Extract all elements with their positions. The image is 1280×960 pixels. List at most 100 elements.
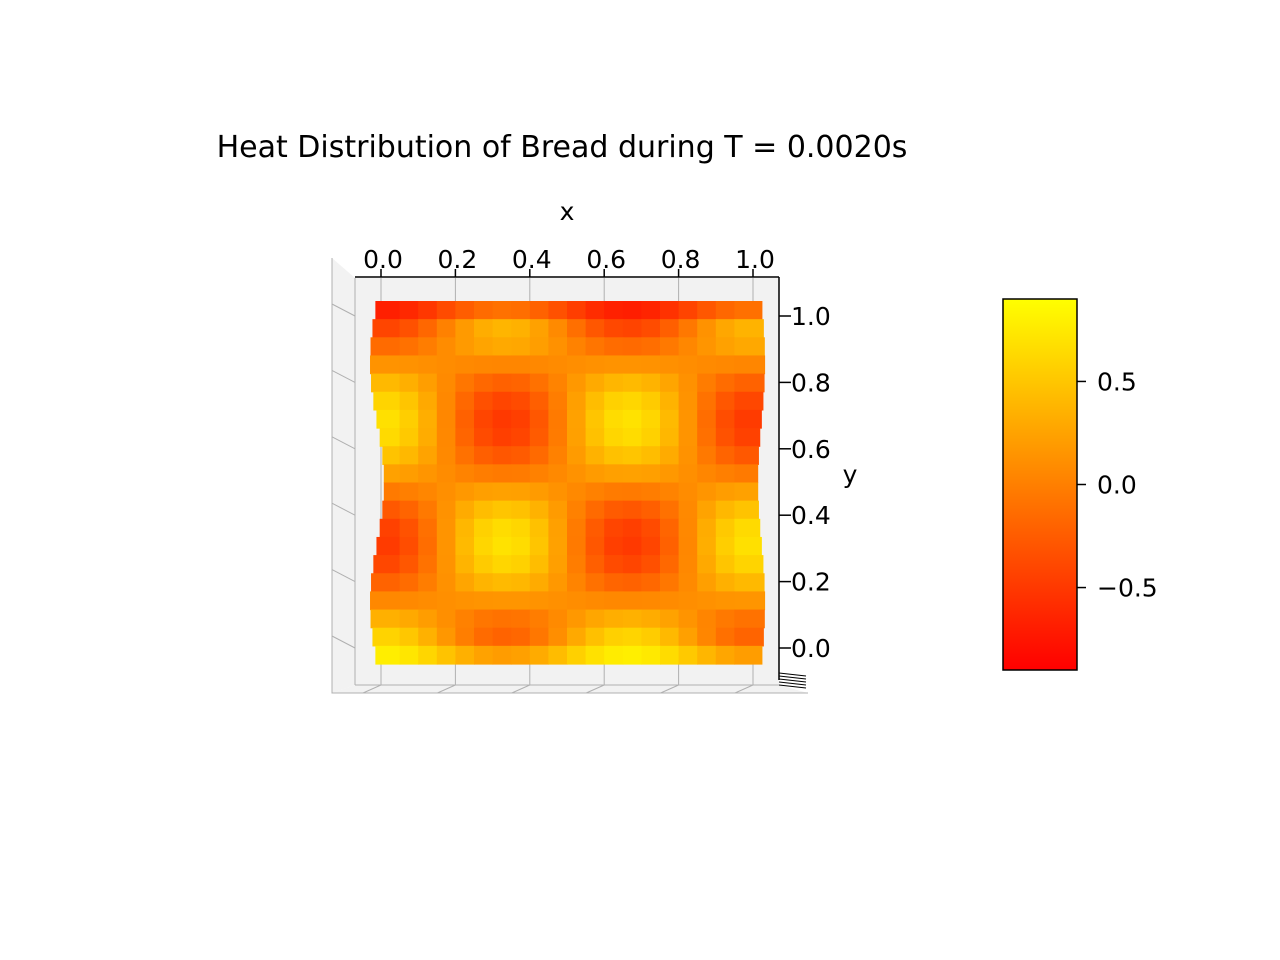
heat-cell	[641, 409, 661, 429]
heat-cell	[660, 319, 680, 338]
heat-cell	[660, 482, 680, 502]
heat-cell	[678, 591, 698, 611]
left-pane	[332, 258, 355, 693]
heat-cell	[660, 645, 680, 665]
heat-cell	[697, 355, 717, 375]
heat-cell	[604, 391, 624, 411]
heat-cell	[715, 536, 735, 556]
heat-cell	[604, 301, 624, 320]
heat-cell	[399, 337, 419, 357]
heat-cell	[715, 627, 735, 647]
heat-cell	[548, 482, 568, 502]
heat-cell	[474, 446, 494, 465]
heat-cell	[511, 391, 531, 411]
heat-cell	[418, 555, 438, 574]
heat-cell	[697, 301, 717, 320]
heat-cell	[604, 373, 624, 393]
heat-cell	[492, 645, 512, 665]
heat-cell	[399, 409, 419, 429]
heat-cell	[418, 428, 438, 447]
y-grid-line	[331, 303, 356, 317]
heat-cell	[371, 573, 401, 592]
heat-cell	[715, 573, 735, 592]
heat-cell	[474, 609, 494, 629]
heat-cell	[418, 373, 438, 393]
heat-cell	[641, 627, 661, 647]
colorbar-tick-label: −0.5	[1097, 574, 1158, 603]
heat-cell	[604, 337, 624, 357]
heat-cell	[678, 500, 698, 520]
heat-cell	[697, 609, 717, 629]
heat-cell	[622, 609, 642, 629]
heat-cell	[492, 591, 512, 611]
heat-cell	[436, 373, 456, 393]
heat-cell	[715, 391, 735, 411]
heat-cell	[548, 518, 568, 538]
heat-cell	[734, 355, 766, 375]
heat-cell	[379, 518, 401, 538]
heat-cell	[474, 500, 494, 520]
heat-cell	[529, 464, 549, 484]
heat-cell	[370, 355, 401, 375]
heat-cell	[529, 591, 549, 611]
heat-cell	[511, 428, 531, 447]
heat-cell	[436, 337, 456, 357]
heat-cell	[474, 355, 494, 375]
heat-cell	[678, 373, 698, 393]
heat-cell	[455, 555, 475, 574]
heat-cell	[511, 573, 531, 592]
heat-cell	[548, 301, 568, 320]
heat-cell	[399, 536, 419, 556]
heat-cell	[399, 555, 419, 574]
heat-cell	[585, 428, 605, 447]
heat-cell	[436, 536, 456, 556]
heat-cell	[678, 409, 698, 429]
heat-cell	[715, 518, 735, 538]
heat-cell	[383, 482, 401, 502]
heat-cell	[548, 337, 568, 357]
heat-cell	[622, 627, 642, 647]
colorbar: 0.5 0.0 −0.5	[1002, 298, 1158, 671]
heat-cell	[697, 518, 717, 538]
heat-cell	[474, 645, 494, 665]
heat-cell	[678, 355, 698, 375]
heat-cell	[604, 482, 624, 502]
heat-cell	[567, 446, 587, 465]
heat-cell	[418, 500, 438, 520]
heat-cell	[548, 409, 568, 429]
heat-cell	[399, 428, 419, 447]
heat-cell	[622, 337, 642, 357]
heat-cell	[604, 573, 624, 592]
heat-cell	[399, 645, 419, 665]
heat-cell	[529, 373, 549, 393]
heat-cell	[455, 482, 475, 502]
heat-cell	[622, 573, 642, 592]
heat-cell	[492, 555, 512, 574]
heat-cell	[660, 409, 680, 429]
heat-cell	[697, 645, 717, 665]
heat-cell	[567, 373, 587, 393]
x-grid-line	[511, 684, 531, 694]
heat-cell	[548, 428, 568, 447]
heat-cell	[660, 446, 680, 465]
heat-cell	[418, 518, 438, 538]
heat-cell	[660, 500, 680, 520]
heat-cell	[511, 609, 531, 629]
x-tick-label: 0.6	[586, 245, 626, 274]
heat-cell	[585, 391, 605, 411]
x-grid-line	[437, 684, 456, 694]
heat-cell	[492, 319, 512, 338]
heat-cell	[511, 536, 531, 556]
heat-cell	[548, 609, 568, 629]
heat-cell	[436, 482, 456, 502]
heat-cell	[622, 645, 642, 665]
y-axis-label: y	[843, 460, 858, 489]
heat-cell	[511, 591, 531, 611]
heat-cell	[715, 446, 735, 465]
heat-cell	[622, 500, 642, 520]
heat-cell	[715, 609, 735, 629]
heat-cell	[585, 555, 605, 574]
heat-cell	[567, 518, 587, 538]
heat-cell	[399, 301, 419, 320]
